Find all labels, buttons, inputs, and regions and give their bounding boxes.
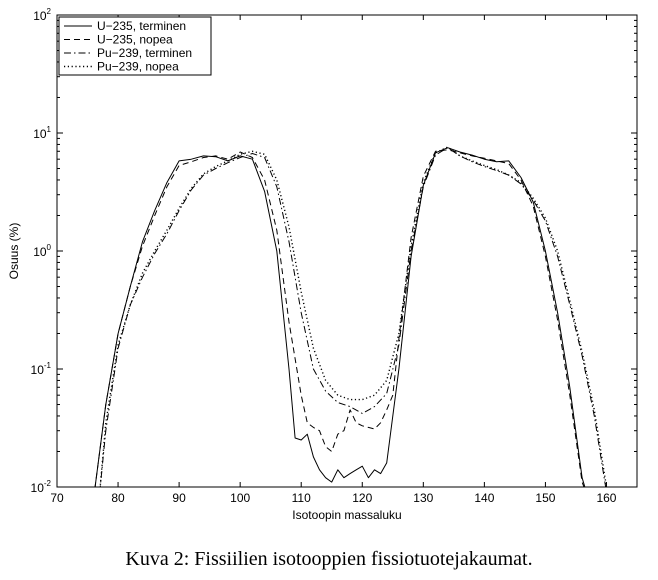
legend-label: Pu−239, terminen — [97, 46, 192, 60]
x-tick-label: 90 — [172, 491, 186, 505]
x-tick-label: 80 — [111, 491, 125, 505]
x-tick-label: 130 — [413, 491, 433, 505]
figure-caption: Kuva 2: Fissiilien isotooppien fissiotuo… — [125, 548, 533, 570]
series-line-3 — [99, 147, 607, 487]
series-line-2 — [94, 149, 585, 487]
x-tick-label: 100 — [230, 491, 250, 505]
series-layer — [94, 146, 608, 487]
y-tick-label: 10-1 — [31, 361, 52, 377]
y-tick-label: 102 — [33, 7, 51, 23]
x-tick-label: 140 — [474, 491, 494, 505]
legend-label: U−235, terminen — [97, 19, 186, 33]
x-tick-label: 70 — [50, 491, 64, 505]
y-tick-label: 101 — [33, 125, 51, 141]
x-axis-label: Isotoopin massaluku — [292, 508, 401, 522]
x-tick-label: 160 — [596, 491, 616, 505]
y-tick-label: 10-2 — [31, 479, 52, 495]
x-tick-label: 110 — [292, 491, 311, 505]
legend-label: Pu−239, nopea — [97, 60, 179, 74]
x-tick-label: 120 — [352, 491, 372, 505]
y-axis-label: Osuus (%) — [7, 223, 21, 280]
series-line-1 — [94, 147, 586, 487]
axis-ticks: 70 80 90 100 110 120 130 140 150 160 10-2 10-1 100 10… — [31, 7, 637, 505]
legend-label: U−235, nopea — [97, 33, 173, 47]
plot-area — [56, 14, 638, 488]
y-tick-label: 100 — [33, 243, 51, 259]
x-tick-label: 150 — [535, 491, 555, 505]
legend-box — [58, 16, 212, 76]
